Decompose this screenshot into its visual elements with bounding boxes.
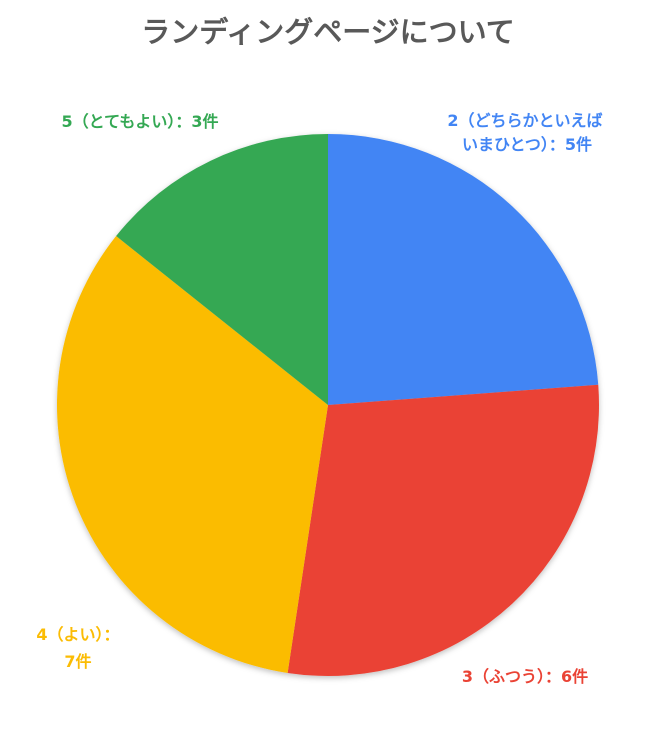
pie-slice-4 bbox=[57, 236, 328, 673]
pie-slice-2 bbox=[328, 134, 599, 405]
pie-slice-3 bbox=[287, 384, 599, 676]
slice-label-3: 3（ふつう）：6件 bbox=[462, 667, 588, 686]
slice-label-4-line2: 7件 bbox=[64, 652, 91, 671]
chart-title: ランディングページについて bbox=[141, 15, 515, 49]
slice-label-2-line2: いまひとつ）：5件 bbox=[462, 135, 592, 154]
slices bbox=[57, 134, 599, 676]
slice-label-4-line1: 4（よい）： bbox=[36, 625, 119, 644]
slice-label-2-line1: 2（どちらかといえば bbox=[447, 111, 602, 130]
slice-label-5: 5（とてもよい）：3件 bbox=[62, 112, 219, 131]
pie-slice-5 bbox=[116, 134, 329, 405]
